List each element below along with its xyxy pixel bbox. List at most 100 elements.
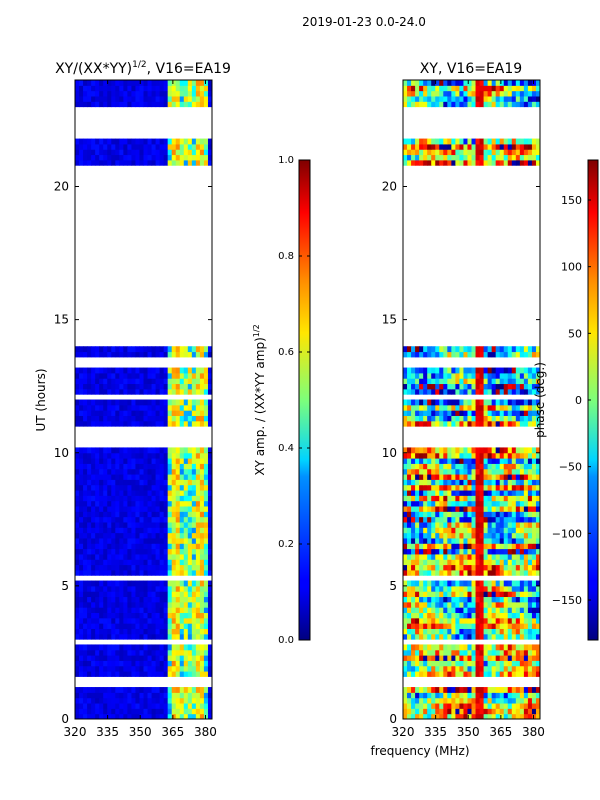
heat-cell bbox=[163, 703, 169, 709]
heat-cell bbox=[467, 703, 472, 709]
heat-cell bbox=[407, 415, 412, 422]
heat-cell bbox=[87, 80, 92, 86]
heat-cell bbox=[519, 553, 525, 560]
heat-cell bbox=[203, 80, 209, 86]
heat-cell bbox=[135, 415, 140, 422]
heat-cell bbox=[483, 623, 489, 629]
heat-cell bbox=[523, 548, 529, 555]
heat-cell bbox=[535, 458, 540, 464]
heat-cell bbox=[443, 665, 448, 672]
heat-cell bbox=[167, 495, 173, 502]
heat-cell bbox=[175, 713, 181, 719]
heat-cell bbox=[475, 388, 481, 395]
heat-cell bbox=[443, 559, 448, 566]
heat-cell bbox=[79, 511, 84, 518]
heat-cell bbox=[91, 388, 96, 395]
heat-cell bbox=[163, 559, 169, 566]
heat-cell bbox=[535, 644, 540, 651]
heat-cell bbox=[163, 537, 169, 544]
heat-cell bbox=[495, 154, 501, 161]
heat-cell bbox=[515, 580, 521, 587]
heat-cell bbox=[419, 553, 424, 560]
heat-cell bbox=[131, 655, 136, 661]
heat-cell bbox=[423, 580, 428, 587]
heat-cell bbox=[131, 383, 136, 390]
heat-cell bbox=[187, 346, 193, 353]
heat-cell bbox=[171, 660, 177, 667]
heat-cell bbox=[503, 580, 509, 587]
heat-cell bbox=[95, 708, 100, 715]
heat-cell bbox=[459, 532, 464, 539]
heat-cell bbox=[499, 703, 505, 709]
heat-cell bbox=[415, 553, 420, 560]
heat-cell bbox=[443, 623, 448, 629]
heat-cell bbox=[103, 591, 108, 598]
heat-cell bbox=[459, 601, 464, 608]
heat-cell bbox=[135, 484, 140, 491]
heat-cell bbox=[507, 537, 513, 544]
heat-cell bbox=[103, 612, 108, 619]
heat-cell bbox=[459, 351, 464, 358]
heat-cell bbox=[171, 474, 177, 480]
heat-cell bbox=[159, 511, 165, 518]
heat-cell bbox=[131, 149, 136, 156]
heat-cell bbox=[447, 410, 452, 416]
heat-cell bbox=[431, 495, 436, 502]
heat-cell bbox=[475, 649, 481, 656]
heat-cell bbox=[443, 687, 448, 693]
heat-cell bbox=[131, 617, 136, 624]
heat-cell bbox=[191, 527, 197, 534]
heat-cell bbox=[167, 415, 173, 422]
heat-cell bbox=[511, 500, 517, 507]
heat-cell bbox=[523, 351, 529, 358]
heat-cell bbox=[123, 143, 128, 150]
heat-cell bbox=[507, 665, 513, 672]
heat-cell bbox=[403, 655, 408, 661]
heat-cell bbox=[147, 569, 153, 576]
heat-cell bbox=[531, 601, 537, 608]
heat-cell bbox=[143, 154, 149, 161]
heat-cell bbox=[115, 655, 120, 661]
heat-cell bbox=[463, 553, 468, 560]
heat-cell bbox=[99, 372, 104, 379]
heat-cell bbox=[499, 553, 505, 560]
heat-cell bbox=[531, 543, 537, 550]
heat-cell bbox=[451, 607, 456, 613]
heat-cell bbox=[435, 697, 440, 704]
heat-cell bbox=[483, 580, 489, 587]
heat-cell bbox=[115, 660, 120, 667]
heat-cell bbox=[471, 655, 477, 661]
heat-cell bbox=[507, 495, 513, 502]
heat-cell bbox=[483, 521, 489, 528]
heat-cell bbox=[423, 687, 428, 693]
heat-cell bbox=[495, 617, 501, 624]
heat-cell bbox=[447, 447, 452, 454]
cbar-tick-label: −50 bbox=[559, 461, 582, 474]
heat-cell bbox=[535, 665, 540, 672]
heat-cell bbox=[163, 149, 169, 156]
heat-cell bbox=[103, 511, 108, 518]
heat-cell bbox=[495, 149, 501, 156]
heat-cell bbox=[503, 463, 509, 470]
heat-cell bbox=[403, 463, 408, 470]
heat-cell bbox=[207, 559, 212, 566]
heat-cell bbox=[495, 591, 501, 598]
heat-cell bbox=[75, 703, 80, 709]
heat-cell bbox=[83, 404, 88, 411]
heat-cell bbox=[523, 458, 529, 464]
heat-cell bbox=[407, 474, 412, 480]
heat-cell bbox=[143, 474, 149, 480]
heat-cell bbox=[79, 687, 84, 693]
heat-cell bbox=[503, 404, 509, 411]
heat-cell bbox=[207, 463, 212, 470]
heat-cell bbox=[139, 154, 144, 161]
heat-cell bbox=[459, 458, 464, 464]
heat-cell bbox=[199, 532, 205, 539]
heat-cell bbox=[115, 420, 120, 427]
heat-cell bbox=[83, 80, 88, 86]
heat-cell bbox=[499, 378, 505, 385]
heat-cell bbox=[151, 649, 157, 656]
heat-cell bbox=[431, 527, 436, 534]
heat-cell bbox=[127, 101, 132, 108]
heat-cell bbox=[207, 607, 212, 613]
